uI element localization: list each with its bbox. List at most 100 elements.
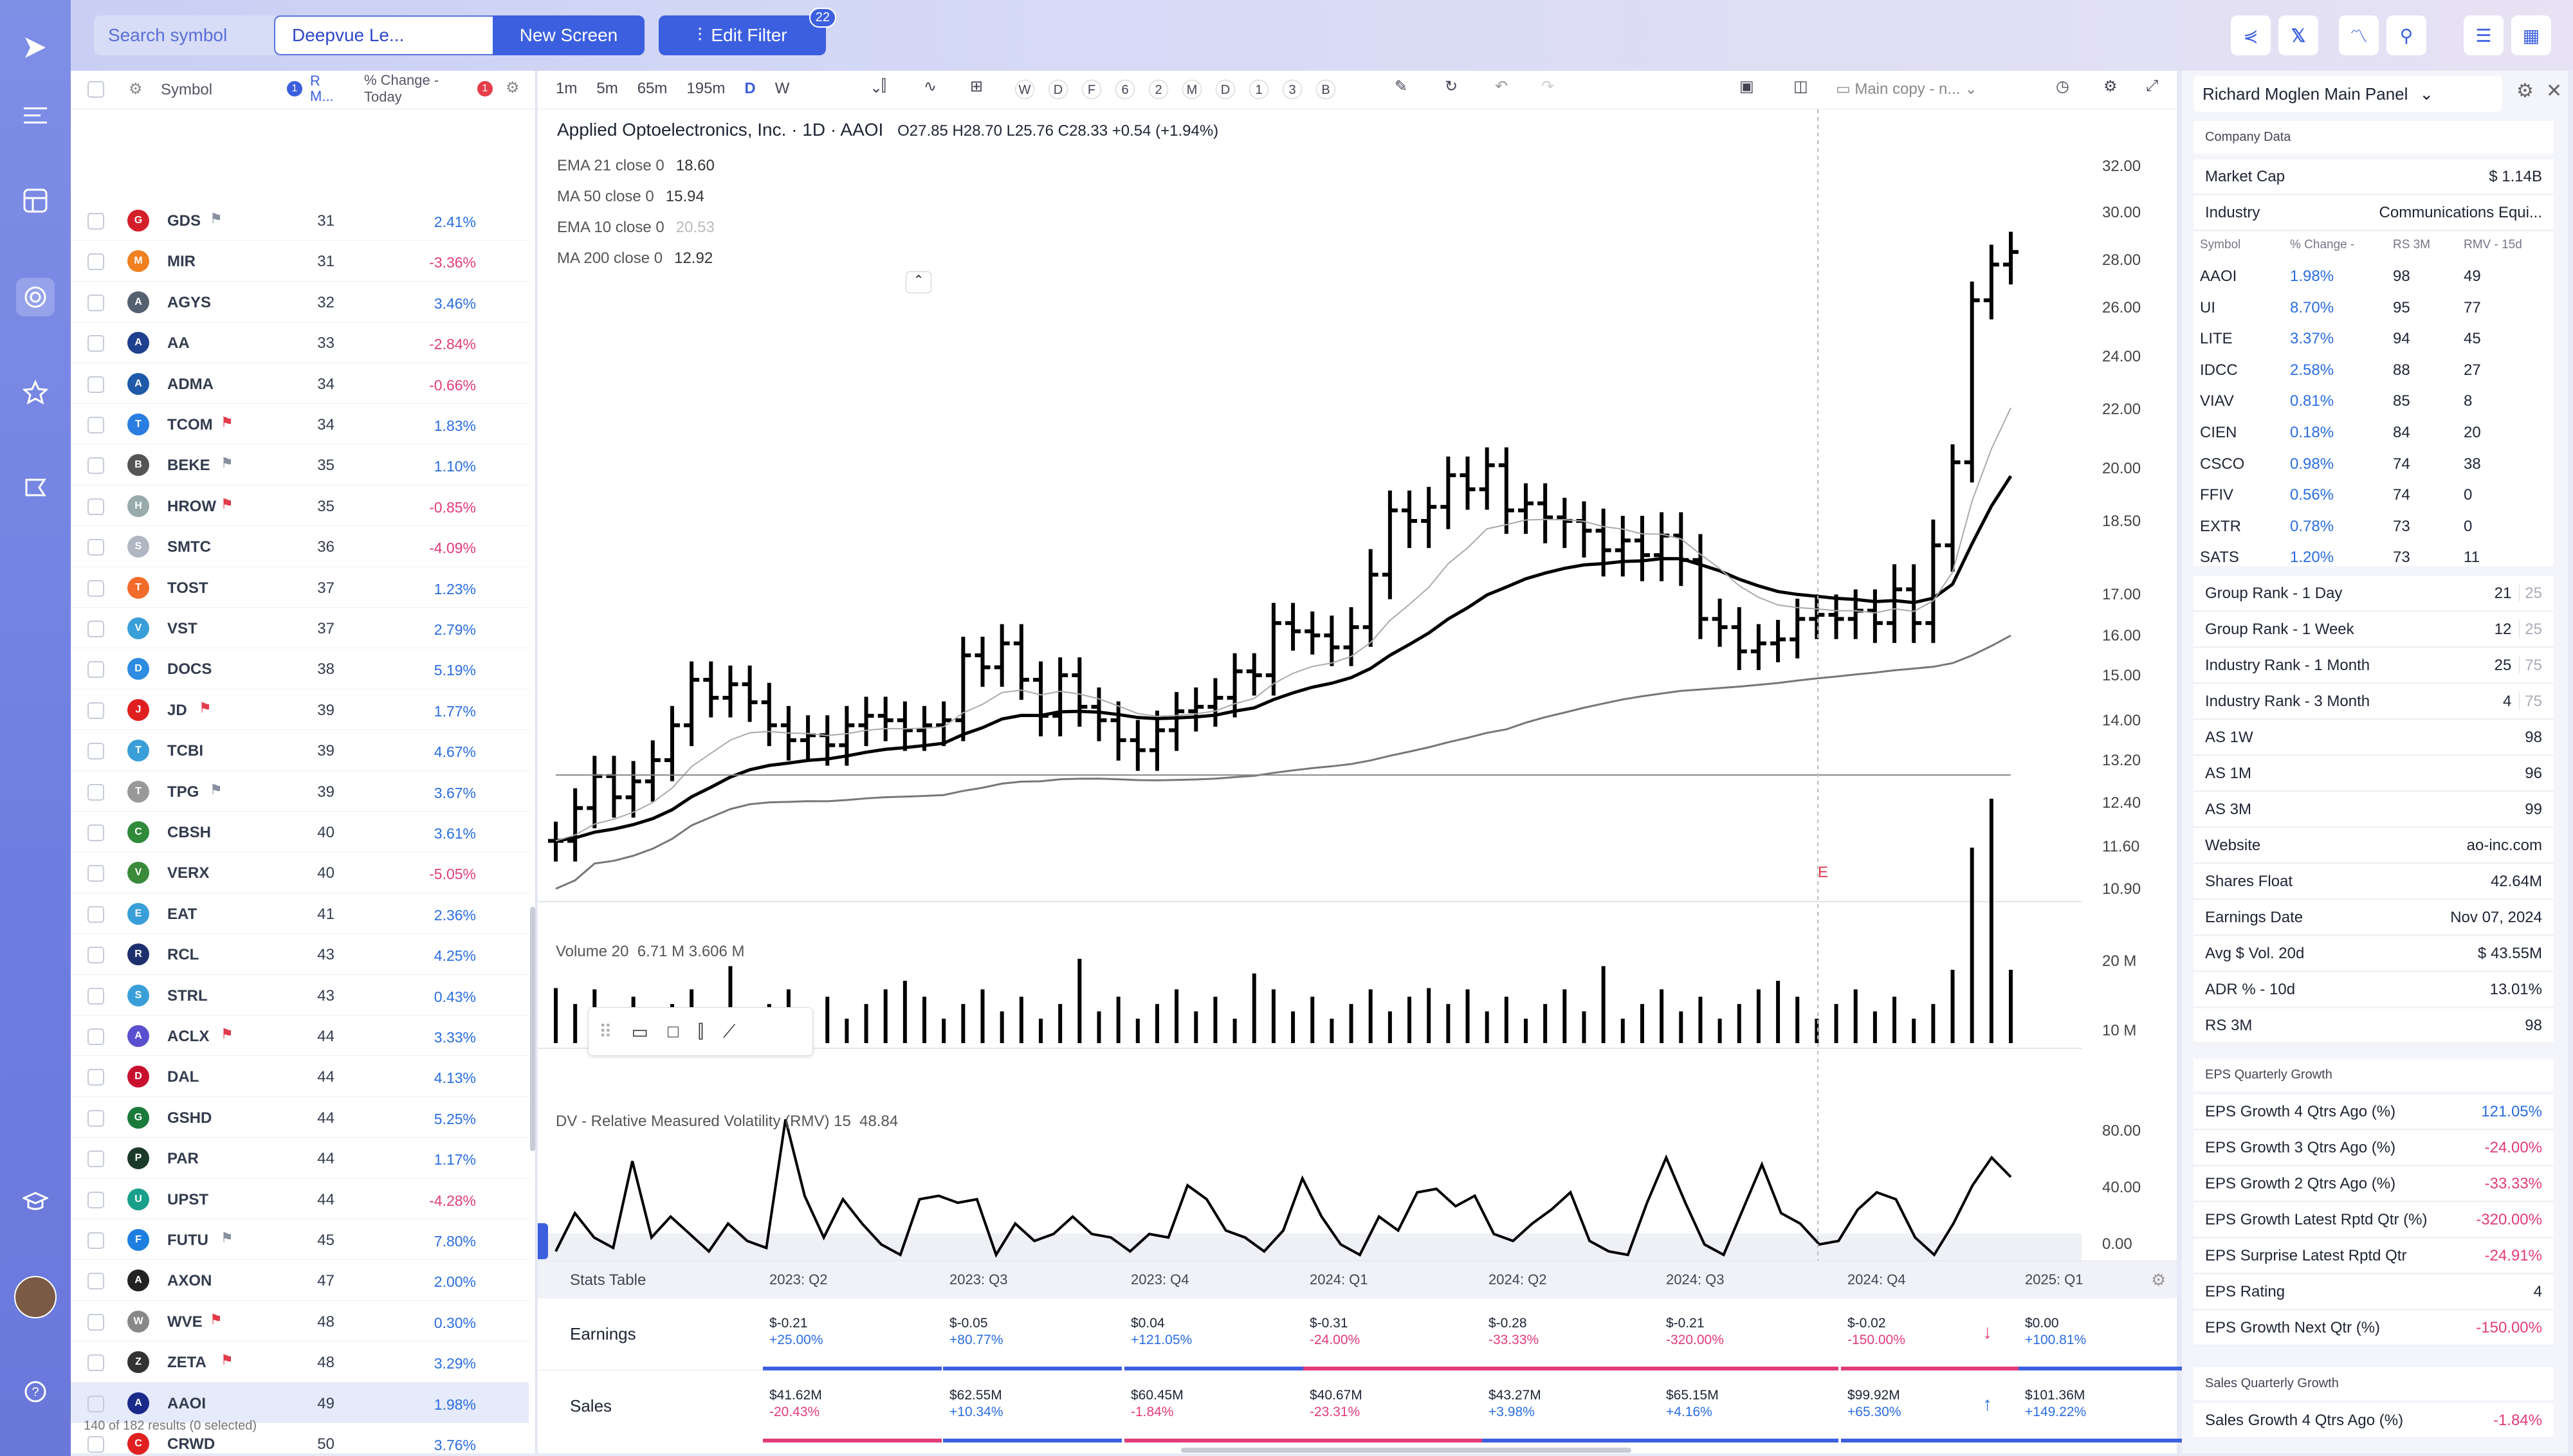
volume-bar[interactable]	[1368, 989, 1373, 1043]
row-checkbox[interactable]	[87, 1109, 104, 1127]
rank-value-group[interactable]: 25 75	[2495, 656, 2542, 675]
volume-bar[interactable]	[1232, 1019, 1237, 1043]
volume-bar[interactable]	[1524, 1019, 1528, 1043]
earnings-cell[interactable]: $-0.02 -150.00%	[1847, 1315, 1905, 1349]
ohlc-bar[interactable]	[994, 624, 1010, 687]
volume-bar[interactable]	[1717, 1019, 1722, 1043]
rank-value-group[interactable]: 4 75	[2503, 692, 2542, 711]
volume-bar[interactable]	[1310, 996, 1315, 1043]
ohlc-bar[interactable]	[897, 701, 913, 751]
volume-bar[interactable]	[1756, 989, 1761, 1043]
ohlc-bar[interactable]	[1052, 657, 1068, 737]
study-row[interactable]: MA 50 close 0 15.94	[557, 181, 715, 212]
peer-symbol[interactable]: AAOI	[2200, 268, 2237, 285]
watchlist-row[interactable]: G GDS ⚑ 31 2.41%	[71, 200, 529, 241]
watchlist-row[interactable]: S STRL 43 0.43%	[71, 975, 529, 1015]
ohlc-bar[interactable]	[1518, 483, 1534, 534]
watchlist-row[interactable]: S SMTC 36 -4.09%	[71, 526, 529, 567]
ohlc-bar[interactable]	[1595, 508, 1611, 577]
close-icon[interactable]: ✕	[2546, 80, 2563, 102]
ohlc-bar[interactable]	[722, 665, 738, 718]
share-icon[interactable]: ⋞	[2231, 15, 2271, 55]
interval-button[interactable]: 1m	[556, 80, 578, 97]
peer-symbol[interactable]: FFIV	[2200, 486, 2233, 504]
row-checkbox[interactable]	[87, 783, 104, 801]
earnings-cell[interactable]: $-0.28 -33.33%	[1488, 1315, 1539, 1349]
watchlist-row[interactable]: G GSHD 44 5.25%	[71, 1097, 529, 1138]
ohlc-bar[interactable]	[1072, 657, 1088, 727]
volume-bar[interactable]	[2009, 970, 2013, 1043]
screener-icon[interactable]	[16, 278, 55, 316]
peer-symbol[interactable]: VIAV	[2200, 392, 2234, 410]
volume-bar[interactable]	[1970, 848, 1974, 1043]
ohlc-bar[interactable]	[1809, 594, 1825, 639]
volume-bar[interactable]	[980, 989, 985, 1043]
volume-bar[interactable]	[1795, 996, 1800, 1043]
volume-bar[interactable]	[1077, 958, 1082, 1043]
volume-bar[interactable]	[1194, 1011, 1198, 1043]
volume-bar[interactable]	[1155, 1004, 1159, 1043]
volume-bar[interactable]	[573, 1004, 578, 1043]
watchlist-row[interactable]: B BEKE ⚑ 35 1.10%	[71, 444, 529, 486]
earnings-cell[interactable]: $-0.05 +80.77%	[949, 1315, 1003, 1349]
ohlc-bar[interactable]	[761, 682, 777, 747]
row-checkbox[interactable]	[87, 1313, 104, 1331]
volume-bar[interactable]	[922, 996, 927, 1043]
ohlc-bar[interactable]	[1382, 490, 1398, 599]
ohlc-bar[interactable]	[877, 696, 893, 742]
study-row[interactable]: MA 200 close 0 12.92	[557, 243, 715, 274]
interval-button[interactable]: 65m	[637, 80, 668, 97]
ohlc-bar[interactable]	[1402, 490, 1418, 549]
row-checkbox[interactable]	[87, 579, 104, 597]
volume-bar[interactable]	[1562, 989, 1567, 1043]
new-screen-button[interactable]: New Screen	[493, 15, 645, 55]
volume-bar[interactable]	[1660, 989, 1664, 1043]
select-all-checkbox[interactable]	[87, 81, 104, 98]
row-checkbox[interactable]	[87, 824, 104, 841]
volume-bar[interactable]	[1698, 996, 1703, 1043]
volume-bar[interactable]	[1175, 989, 1179, 1043]
ohlc-bar[interactable]	[645, 740, 661, 802]
ohlc-bar[interactable]	[1867, 589, 1883, 643]
kv-value[interactable]: ao-inc.com	[2466, 836, 2542, 854]
range-button[interactable]: W	[1015, 80, 1034, 99]
ohlc-bar[interactable]	[1925, 519, 1941, 643]
volume-bar[interactable]	[1504, 996, 1508, 1043]
volume-bar[interactable]	[961, 1004, 966, 1043]
row-checkbox[interactable]	[87, 661, 104, 678]
row-checkbox[interactable]	[87, 621, 104, 637]
watchlist-row[interactable]: D DOCS 38 5.19%	[71, 648, 529, 689]
volume-bar[interactable]	[1000, 1011, 1004, 1043]
industry-row[interactable]: Industry Communications Equi...	[2193, 196, 2554, 230]
ohlc-bar[interactable]	[1712, 598, 1728, 647]
ohlc-bar[interactable]	[1673, 512, 1689, 587]
layout-select[interactable]: ▭ Main copy - n... ⌄	[1836, 80, 1978, 98]
undo-icon[interactable]: ↶	[1495, 78, 1508, 95]
row-checkbox[interactable]	[87, 947, 104, 964]
sales-cell[interactable]: $41.62M -20.43%	[769, 1387, 822, 1421]
star-icon[interactable]	[16, 373, 55, 412]
volume-bar[interactable]	[1271, 989, 1276, 1043]
sales-cell[interactable]: $62.55M +10.34%	[949, 1387, 1003, 1421]
ohlc-bar[interactable]	[1770, 619, 1786, 662]
templates-icon[interactable]: ⊞	[970, 78, 984, 95]
grid-view-icon[interactable]: ▦	[2511, 15, 2551, 55]
watchlist-row[interactable]: T TPG ⚑ 39 3.67%	[71, 771, 529, 812]
ohlc-bar[interactable]	[1964, 281, 1980, 483]
watchlist-row[interactable]: V VST 37 2.79%	[71, 608, 529, 649]
ohlc-bar[interactable]	[1576, 501, 1592, 558]
volume-bar[interactable]	[1679, 1011, 1683, 1043]
row-checkbox[interactable]	[87, 376, 104, 393]
panel-settings-icon[interactable]: ⚙	[2516, 80, 2534, 102]
watchlist-row[interactable]: A AXON 47 2.00%	[71, 1260, 529, 1301]
watchlist-row[interactable]: C CBSH 40 3.61%	[71, 812, 529, 853]
watchlist-row[interactable]: P PAR 44 1.17%	[71, 1138, 529, 1179]
watchlist-row[interactable]: A AA 33 -2.84%	[71, 322, 529, 363]
earnings-cell[interactable]: $-0.31 -24.00%	[1310, 1315, 1360, 1349]
row-checkbox[interactable]	[87, 498, 104, 515]
ohlc-bar[interactable]	[1731, 607, 1747, 670]
price-chart[interactable]: 32.00 30.00 28.00 26.00 24.00 22.00 20.00 18.50…	[538, 109, 2177, 1318]
ohlc-bar[interactable]	[1265, 603, 1281, 696]
sales-cell[interactable]: $99.92M +65.30%	[1847, 1387, 1901, 1421]
ohlc-bar[interactable]	[1654, 512, 1670, 581]
